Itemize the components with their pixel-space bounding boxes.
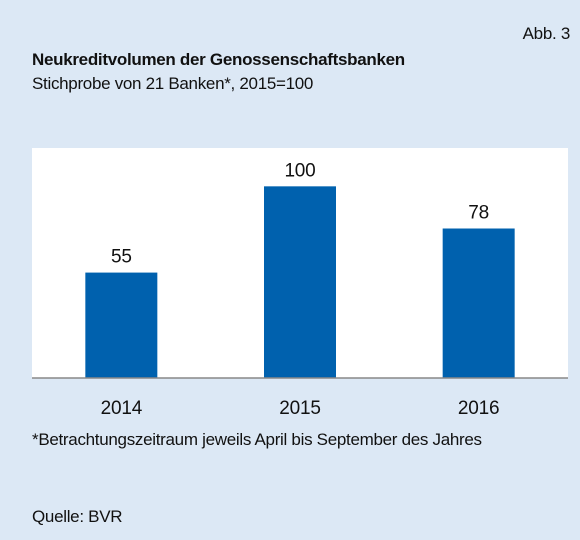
data-label: 100	[284, 160, 315, 181]
x-tick-label: 2014	[101, 398, 143, 419]
data-label: 55	[111, 247, 132, 268]
source: Quelle: BVR	[32, 507, 123, 526]
bar	[264, 186, 336, 378]
x-tick-label: 2016	[458, 398, 499, 419]
x-tick-label: 2015	[279, 398, 320, 419]
chart-title: Neukreditvolumen der Genossenschaftsbank…	[32, 50, 405, 69]
bar	[442, 228, 515, 378]
chart: 2014 55 2015 100 2016 78	[32, 148, 568, 419]
data-label: 78	[468, 203, 489, 224]
footnote: *Betrachtungszeitraum jeweils April bis …	[32, 430, 482, 449]
bar	[85, 272, 158, 378]
chart-subtitle: Stichprobe von 21 Banken*, 2015=100	[32, 74, 314, 93]
figure-label: Abb. 3	[522, 24, 571, 43]
